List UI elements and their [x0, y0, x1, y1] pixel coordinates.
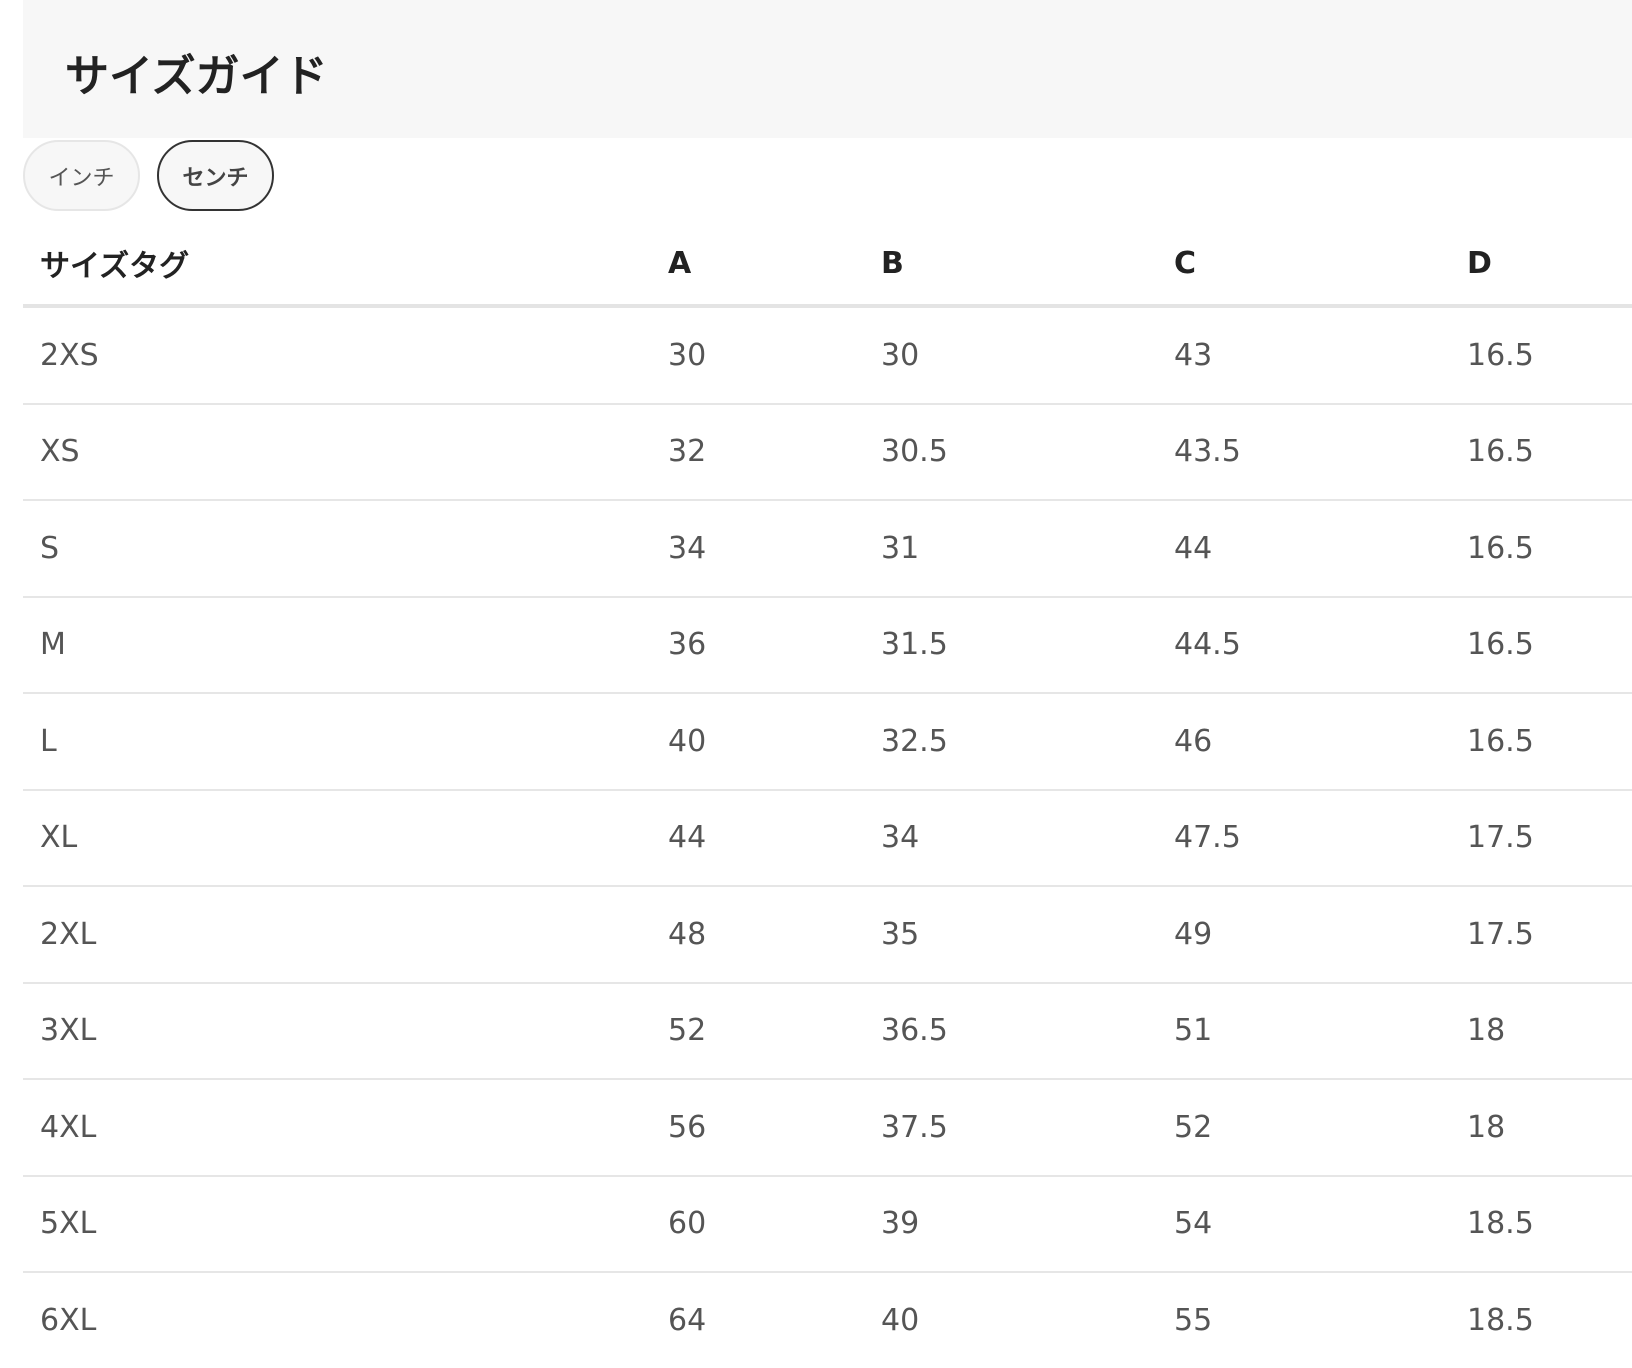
measurement-cell: 52 [1174, 1079, 1467, 1177]
measurement-cell: 18.5 [1467, 1302, 1534, 1338]
table-row: 2XL 48 35 49 17.5 [23, 886, 1632, 984]
measurement-cell: 18 [1467, 1079, 1632, 1177]
measurement-cell: 47.5 [1174, 789, 1467, 887]
column-header: C [1174, 222, 1467, 308]
table-row: XS 32 30.5 43.5 16.5 [23, 403, 1632, 501]
measurement-cell: 60 [668, 1175, 881, 1273]
measurement-cell: 16.5 [1467, 403, 1632, 501]
size-tag-cell: 5XL [23, 1175, 668, 1273]
measurement-cell: 51 [1174, 982, 1467, 1080]
measurement-cell: 18.5 [1467, 1175, 1632, 1273]
size-tag-cell: 2XL [23, 886, 668, 984]
unit-cm-button[interactable]: センチ [157, 140, 274, 211]
size-tag-cell: 3XL [23, 982, 668, 1080]
measurement-cell: 46 [1174, 693, 1467, 791]
table-row: XL 44 34 47.5 17.5 [23, 789, 1632, 887]
size-tag-cell: M [23, 596, 668, 694]
size-tag-cell: XL [23, 789, 668, 887]
size-tag-cell: L [23, 693, 668, 791]
size-guide-header: サイズガイド [23, 0, 1632, 138]
measurement-cell: 55 [1174, 1302, 1213, 1338]
column-header: A [668, 222, 881, 308]
measurement-cell: 16.5 [1467, 306, 1632, 405]
measurement-cell: 36.5 [881, 982, 1174, 1080]
page-title: サイズガイド [65, 51, 328, 102]
measurement-cell: 54 [1174, 1175, 1467, 1273]
measurement-cell: 56 [668, 1079, 881, 1177]
measurement-cell: 18 [1467, 982, 1632, 1080]
size-tag-cell: 2XS [23, 306, 668, 405]
column-header: サイズタグ [23, 222, 668, 308]
table-row: L 40 32.5 46 16.5 [23, 693, 1632, 791]
size-table: サイズタグ A B C D 2XS 30 30 43 16.5 XS 32 30.5 43.5 16.5 S… [23, 222, 1632, 1368]
size-tag-cell: S [23, 500, 668, 598]
table-row: 4XL 56 37.5 52 18 [23, 1079, 1632, 1177]
measurement-cell: 30.5 [881, 403, 1174, 501]
measurement-cell: 31.5 [881, 596, 1174, 694]
measurement-cell: 17.5 [1467, 789, 1632, 887]
size-tag-cell: 4XL [23, 1079, 668, 1177]
measurement-cell: 39 [881, 1175, 1174, 1273]
measurement-cell: 16.5 [1467, 596, 1632, 694]
measurement-cell: 35 [881, 886, 1174, 984]
table-row: S 34 31 44 16.5 [23, 500, 1632, 598]
measurement-cell: 37.5 [881, 1079, 1174, 1177]
measurement-cell: 32.5 [881, 693, 1174, 791]
table-header-row: サイズタグ A B C D [23, 222, 1632, 308]
measurement-cell: 17.5 [1467, 886, 1632, 984]
table-row: 2XS 30 30 43 16.5 [23, 306, 1632, 405]
table-row: M 36 31.5 44.5 16.5 [23, 596, 1632, 694]
measurement-cell: 34 [668, 500, 881, 598]
size-tag-cell: XS [23, 403, 668, 501]
measurement-cell: 52 [668, 982, 881, 1080]
measurement-cell: 36 [668, 596, 881, 694]
measurement-cell: 16.5 [1467, 693, 1632, 791]
measurement-cell: 30 [668, 306, 881, 405]
measurement-cell: 48 [668, 886, 881, 984]
table-row: 5XL 60 39 54 18.5 [23, 1175, 1632, 1273]
measurement-cell: 16.5 [1467, 500, 1632, 598]
measurement-cell: 40 [881, 1302, 920, 1338]
measurement-cell: 32 [668, 403, 881, 501]
measurement-cell: 34 [881, 789, 1174, 887]
column-header: D [1467, 222, 1632, 308]
unit-inch-button[interactable]: インチ [23, 140, 140, 211]
measurement-cell: 30 [881, 306, 1174, 405]
size-tag-cell: 6XL [40, 1302, 97, 1338]
measurement-cell: 44 [668, 789, 881, 887]
measurement-cell: 44 [1174, 500, 1467, 598]
unit-toggle: インチ センチ [23, 140, 274, 211]
measurement-cell: 64 [668, 1302, 707, 1338]
column-header: B [881, 222, 1174, 308]
measurement-cell: 31 [881, 500, 1174, 598]
measurement-cell: 43.5 [1174, 403, 1467, 501]
measurement-cell: 40 [668, 693, 881, 791]
measurement-cell: 44.5 [1174, 596, 1467, 694]
table-row: 3XL 52 36.5 51 18 [23, 982, 1632, 1080]
table-row: 6XL 64 40 55 18.5 [23, 1272, 1632, 1368]
measurement-cell: 43 [1174, 306, 1467, 405]
measurement-cell: 49 [1174, 886, 1467, 984]
